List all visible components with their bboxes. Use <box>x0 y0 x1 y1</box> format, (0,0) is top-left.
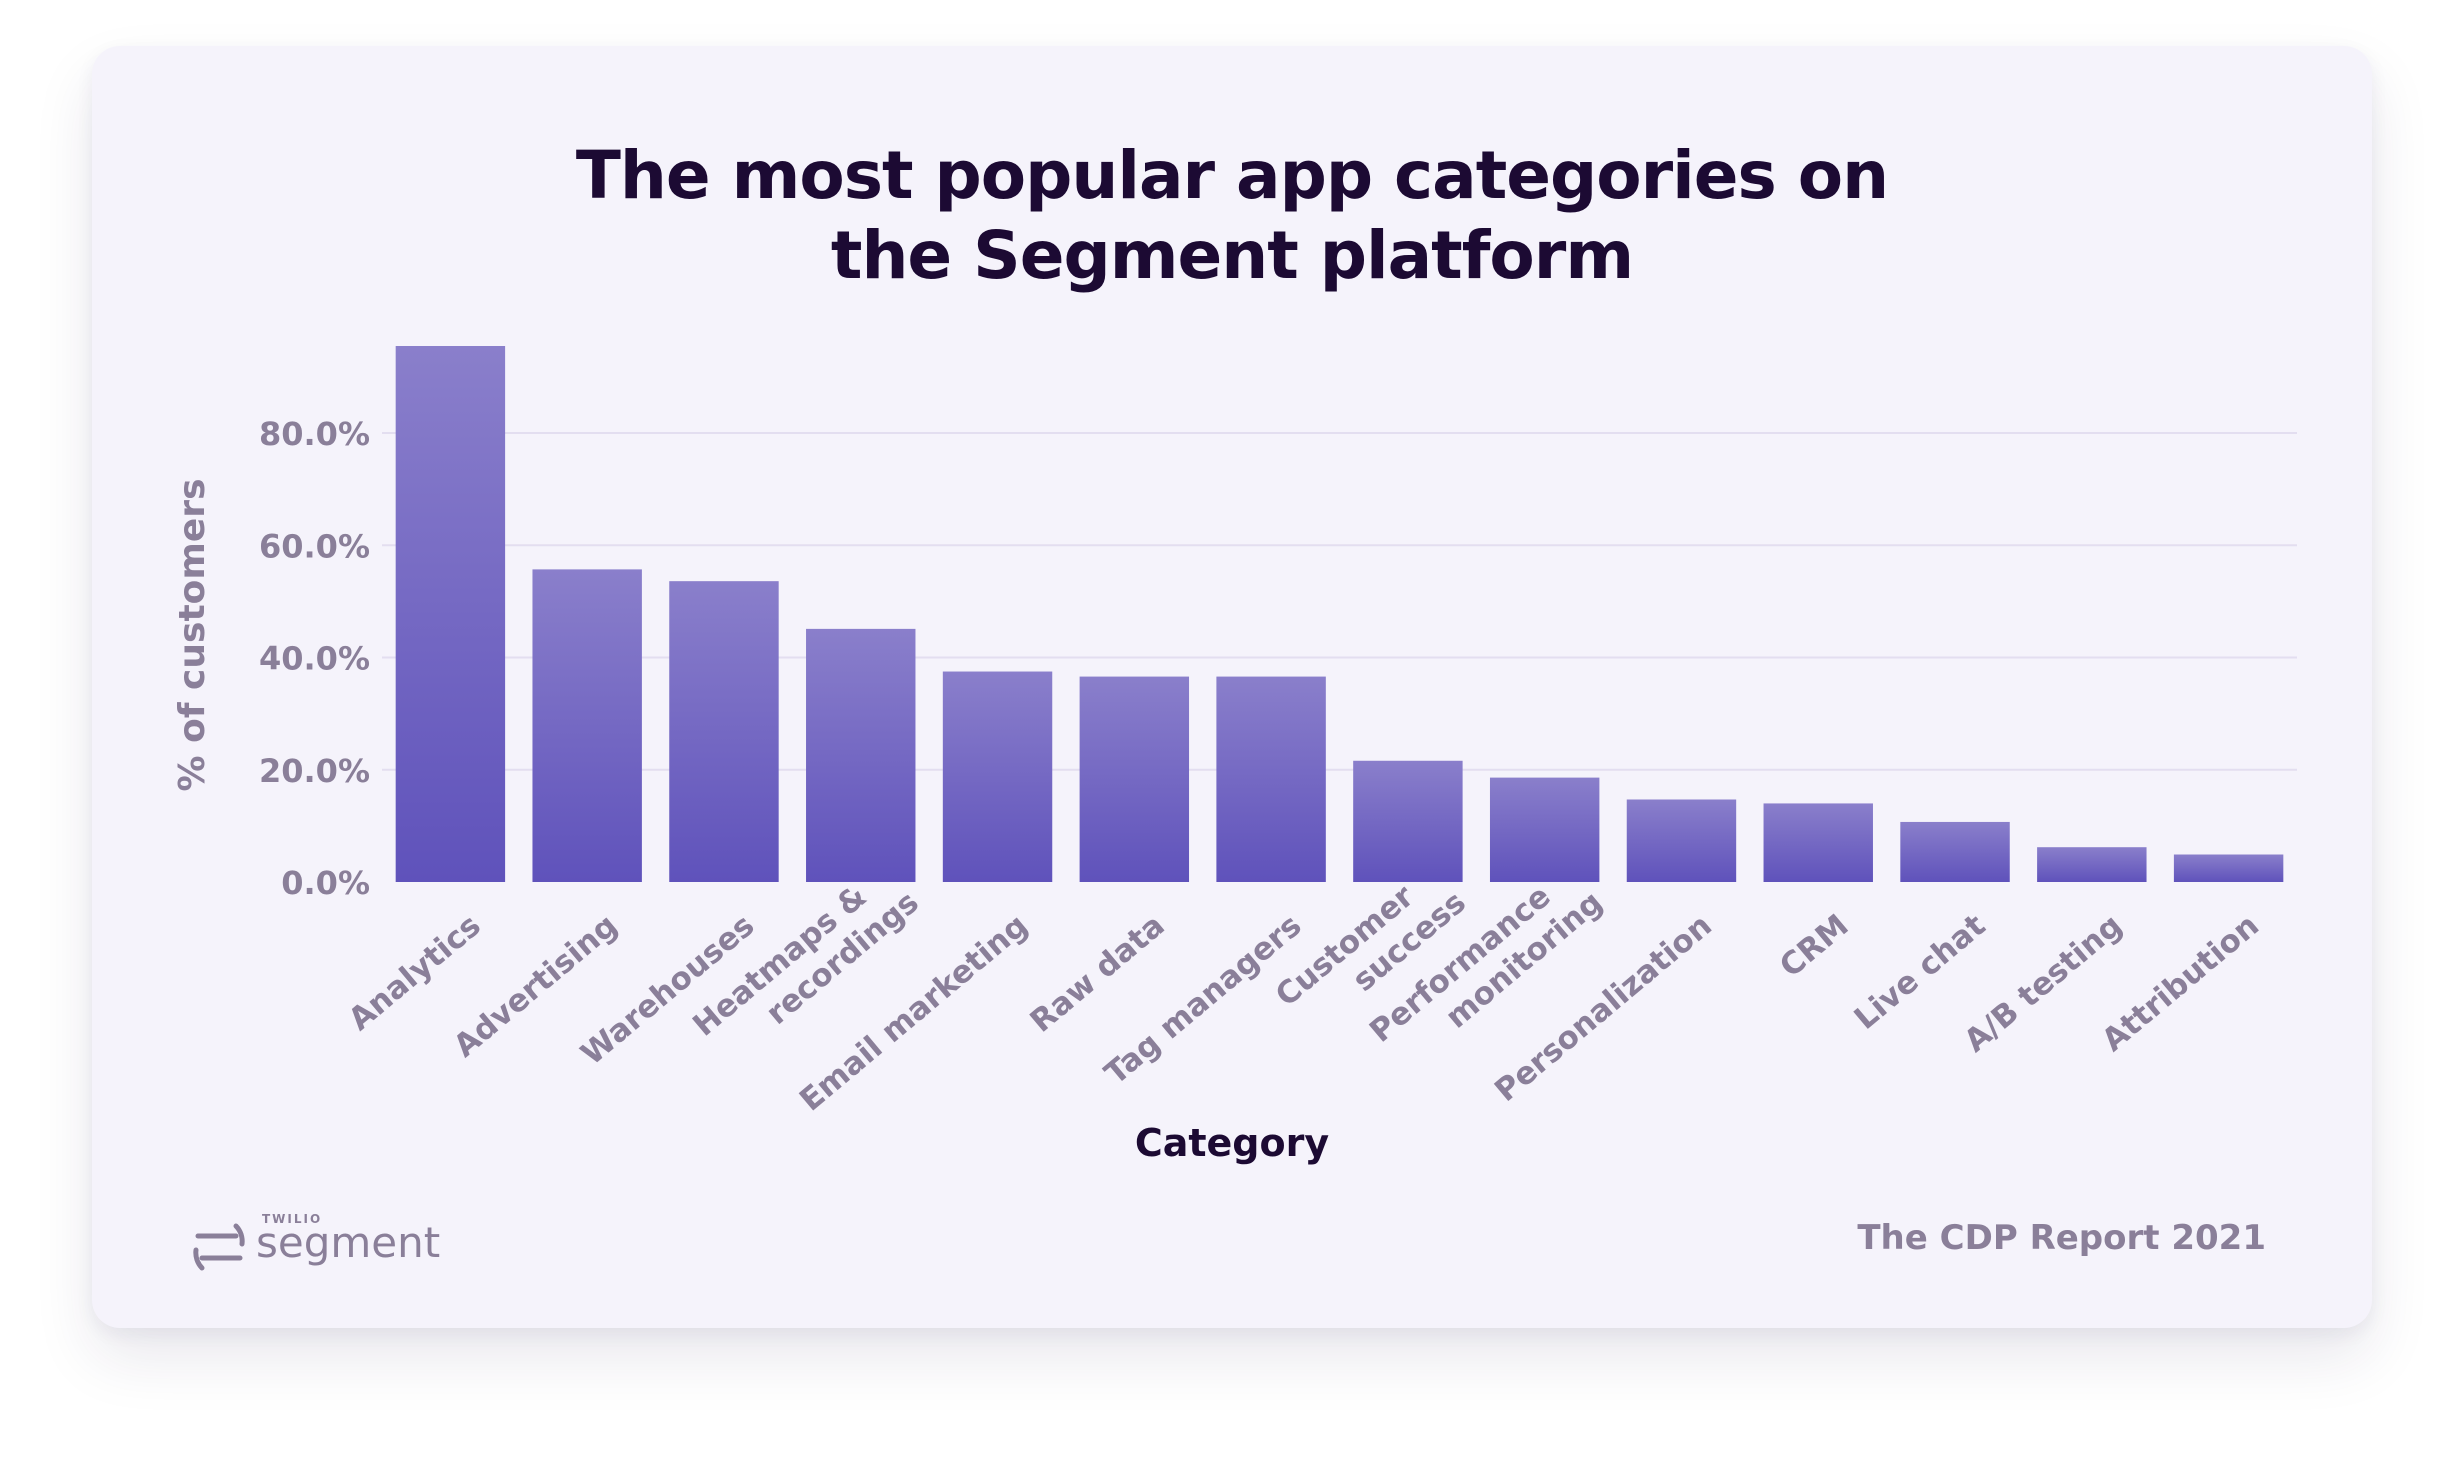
x-tick-label: CRM <box>1773 907 1855 984</box>
x-tick-label-line: Raw data <box>1024 907 1172 1039</box>
bar <box>1763 803 1873 882</box>
bar <box>395 346 506 883</box>
bar <box>1626 799 1737 882</box>
bar <box>1353 760 1463 882</box>
bar <box>1216 676 1326 882</box>
bar <box>2037 847 2147 882</box>
bars <box>395 346 2284 883</box>
y-tick-label: 60.0% <box>259 527 370 565</box>
bar <box>806 628 916 882</box>
segment-logo-icon <box>193 1223 245 1271</box>
x-tick-label-line: Analytics <box>342 907 488 1037</box>
bar <box>942 671 1053 882</box>
y-tick-label: 0.0% <box>281 864 370 902</box>
chart-title-line-2: the Segment platform <box>830 217 1634 294</box>
x-tick-label: Live chat <box>1848 907 1993 1037</box>
y-tick-labels: 0.0% 20.0% 40.0% 60.0% 80.0% <box>259 415 370 902</box>
segment-logo: TWILIO segment <box>192 1206 452 1276</box>
x-tick-label-line: Live chat <box>1848 907 1993 1037</box>
chart-card: The most popular app categories on the S… <box>92 46 2372 1328</box>
bar <box>2173 854 2284 882</box>
chart-title-line-1: The most popular app categories on <box>575 137 1889 214</box>
y-axis-label: % of customers <box>172 479 213 792</box>
x-axis-label: Category <box>1135 1121 1330 1165</box>
y-tick-label: 20.0% <box>259 752 370 790</box>
x-tick-label: Raw data <box>1024 907 1172 1039</box>
brand-name: segment <box>256 1218 441 1267</box>
bar <box>669 581 779 882</box>
bar <box>1900 821 2010 882</box>
bar <box>532 569 642 882</box>
x-tick-label: Analytics <box>342 907 488 1037</box>
report-name: The CDP Report 2021 <box>1857 1218 2266 1258</box>
x-tick-label-line: CRM <box>1773 907 1855 984</box>
bar-chart: 0.0% 20.0% 40.0% 60.0% 80.0% AnalyticsAdvert… <box>172 346 2297 1165</box>
bar <box>1489 777 1600 882</box>
brand-twilio-label: TWILIO <box>262 1212 323 1226</box>
y-tick-label: 40.0% <box>259 640 370 678</box>
y-tick-label: 80.0% <box>259 415 370 453</box>
chart-title: The most popular app categories on the S… <box>92 136 2372 296</box>
bar <box>1079 676 1190 882</box>
